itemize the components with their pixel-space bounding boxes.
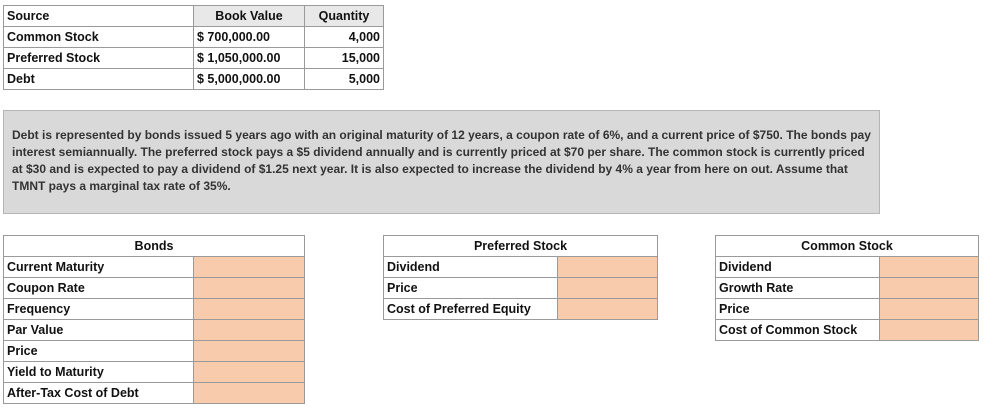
row-label: Cost of Common Stock [715,319,880,341]
section-title: Common Stock [715,235,979,257]
input-cell[interactable] [557,298,658,320]
table-cell: 5,000 [304,68,384,90]
table-cell: $ 700,000.00 [193,26,305,48]
row-label: Price [383,277,558,299]
input-cell[interactable] [879,319,979,341]
input-cell[interactable] [193,277,305,299]
table-cell: $ 1,050,000.00 [193,47,305,69]
input-cell[interactable] [193,361,305,383]
row-label: Yield to Maturity [3,361,194,383]
table-cell: $ 5,000,000.00 [193,68,305,90]
input-cell[interactable] [879,256,979,278]
input-cell[interactable] [193,382,305,404]
table-cell: 4,000 [304,26,384,48]
row-label: Cost of Preferred Equity [383,298,558,320]
input-cell[interactable] [557,256,658,278]
input-cell[interactable] [193,319,305,341]
row-label: Dividend [715,256,880,278]
table-cell: Preferred Stock [3,47,194,69]
input-cell[interactable] [193,340,305,362]
row-label: Price [715,298,880,320]
row-label: Current Maturity [3,256,194,278]
section-title: Preferred Stock [383,235,658,257]
input-cell[interactable] [193,256,305,278]
row-label: Price [3,340,194,362]
row-label: Dividend [383,256,558,278]
table-cell: Common Stock [3,26,194,48]
header-cell: Book Value [193,5,305,27]
description-box: Debt is represented by bonds issued 5 ye… [3,110,880,214]
row-label: Par Value [3,319,194,341]
section-title: Bonds [3,235,305,257]
row-label: Frequency [3,298,194,320]
input-cell[interactable] [193,298,305,320]
input-cell[interactable] [557,277,658,299]
header-cell: Source [3,5,194,27]
row-label: After-Tax Cost of Debt [3,382,194,404]
table-cell: Debt [3,68,194,90]
row-label: Coupon Rate [3,277,194,299]
input-cell[interactable] [879,277,979,299]
row-label: Growth Rate [715,277,880,299]
table-cell: 15,000 [304,47,384,69]
header-cell: Quantity [304,5,384,27]
input-cell[interactable] [879,298,979,320]
